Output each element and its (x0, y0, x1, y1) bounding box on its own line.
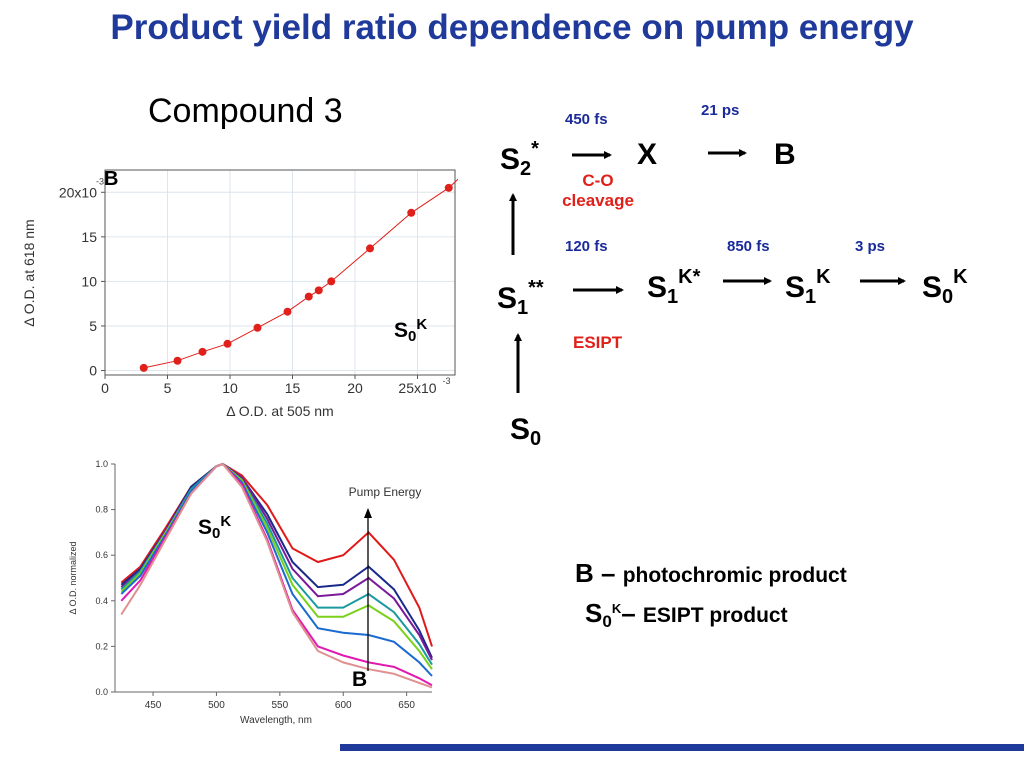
scatter-x-tick-label: 15 (285, 380, 301, 396)
spectra-annotation-s0k: S0K (198, 513, 232, 542)
time-450fs: 450 fs (565, 111, 608, 128)
spectra-chart: 450 500 550 600 650 0.0 0.2 0.4 0.6 0.8 1.0 Pump … (68, 459, 433, 726)
scatter-grid (104, 170, 455, 375)
species-s2-star: S2* (500, 138, 539, 180)
species-s1k-star: S1K* (647, 266, 701, 308)
co-cleavage-label: C-O cleavage (562, 171, 634, 210)
scatter-y-tick-label: 10 (81, 273, 97, 289)
scatter-frame (104, 169, 456, 376)
legend-b: B – photochromic product (575, 558, 847, 588)
scatter-x-exponent: -3 (443, 376, 451, 386)
scatter-x-tick-label: 25x10 (398, 380, 436, 396)
time-21ps: 21 ps (701, 102, 740, 119)
spectra-y-tick-label: 0.4 (95, 596, 108, 606)
scatter-annotation-s0k: S0K (394, 316, 428, 345)
pump-energy-arrowhead (364, 508, 372, 518)
spectra-y-tick-label: 1.0 (95, 459, 108, 469)
spectra-x-tick-label: 450 (145, 700, 162, 711)
scatter-point (139, 363, 148, 372)
scatter-point (253, 323, 262, 332)
spectra-y-tick-label: 0.8 (95, 505, 108, 515)
species-x: X (637, 138, 658, 171)
scatter-chart: 0 5 10 15 20 25x10 0 5 10 15 20x10 -3 -3 Δ O.D. a… (21, 168, 458, 419)
footer-rule (340, 744, 1024, 751)
species-b: B (774, 138, 796, 171)
scatter-y-ticks: 0 5 10 15 20x10 (59, 184, 105, 379)
scatter-point (198, 347, 207, 356)
spectra-y-tick-label: 0.6 (95, 550, 108, 560)
scatter-point (223, 339, 232, 348)
time-850fs: 850 fs (727, 238, 770, 255)
legend-s0k: S0K– ESIPT product (585, 598, 788, 631)
scatter-x-tick-label: 10 (222, 380, 238, 396)
spectra-y-ticks: 0.0 0.2 0.4 0.6 0.8 1.0 (95, 459, 115, 697)
esipt-label: ESIPT (573, 333, 623, 352)
species-s0: S0 (510, 413, 542, 450)
spectra-series (120, 462, 433, 689)
spectrum-line (120, 462, 433, 689)
scatter-point (444, 183, 453, 192)
scatter-point (314, 286, 323, 295)
spectra-x-tick-label: 650 (398, 700, 415, 711)
scatter-point (366, 244, 374, 253)
scatter-x-label: Δ O.D. at 505 nm (226, 403, 333, 419)
species-s1k: S1K (785, 266, 831, 308)
scatter-y-label: Δ O.D. at 618 nm (21, 219, 37, 326)
scatter-point (304, 292, 313, 301)
slide-title: Product yield ratio dependence on pump e… (110, 8, 914, 47)
spectra-x-tick-label: 600 (335, 700, 352, 711)
species-s1-double-star: S1** (497, 277, 544, 319)
scatter-y-tick-label: 0 (89, 363, 97, 379)
scatter-x-ticks: 0 5 10 15 20 25x10 (101, 375, 437, 396)
spectrum-line (120, 462, 433, 677)
spectra-y-tick-label: 0.0 (95, 687, 108, 697)
spectra-x-tick-label: 550 (271, 700, 288, 711)
scheme-arrows (509, 149, 906, 393)
time-3ps: 3 ps (855, 238, 886, 255)
scatter-points (139, 183, 453, 372)
spectra-y-label: Δ O.D. normalized (68, 541, 78, 614)
scatter-y-tick-label: 15 (81, 229, 97, 245)
scatter-point (407, 208, 416, 217)
scatter-x-tick-label: 20 (347, 380, 363, 396)
species-s0k: S0K (922, 266, 968, 308)
scatter-annotation-b: B (104, 168, 118, 190)
scatter-x-tick-label: 0 (101, 380, 109, 396)
scatter-y-tick-label: 20x10 (59, 184, 97, 200)
scatter-point (327, 277, 336, 286)
scatter-point (283, 307, 292, 316)
scatter-y-tick-label: 5 (89, 318, 97, 334)
scatter-point (173, 356, 182, 365)
spectra-y-tick-label: 0.2 (95, 641, 108, 651)
scatter-x-tick-label: 5 (164, 380, 172, 396)
spectra-x-tick-label: 500 (208, 700, 225, 711)
spectra-annotation-b: B (352, 668, 368, 691)
spectra-x-label: Wavelength, nm (240, 715, 312, 726)
compound-label: Compound 3 (148, 92, 343, 130)
pump-energy-label: Pump Energy (349, 485, 422, 499)
spectra-x-ticks: 450 500 550 600 650 (145, 692, 415, 711)
scatter-y-exponent: -3 (96, 176, 104, 186)
time-120fs: 120 fs (565, 238, 608, 255)
